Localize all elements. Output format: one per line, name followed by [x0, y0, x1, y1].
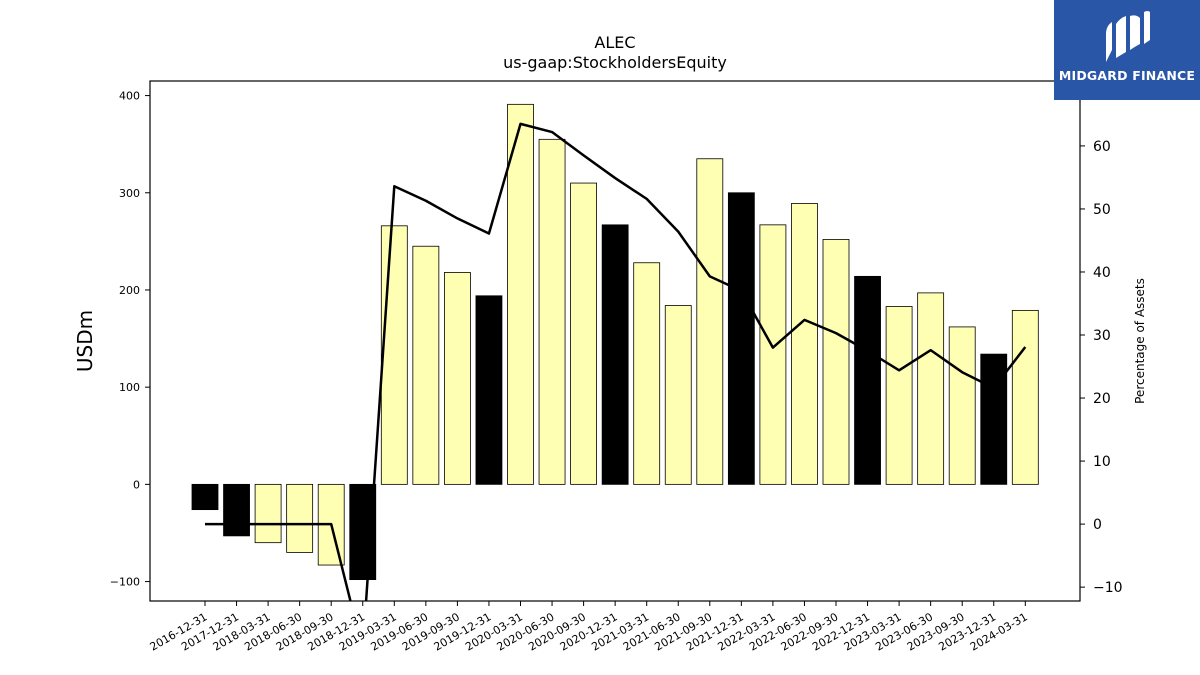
logo-text: MIDGARD FINANCE: [1058, 68, 1196, 83]
y2-tick-label: 20: [1093, 391, 1111, 407]
y2-tick-label: 40: [1093, 265, 1111, 281]
bar-2021-06-30: [664, 305, 692, 485]
bar-2023-03-31: [885, 306, 913, 485]
y-tick-label: −100: [110, 576, 140, 589]
y2-tick-label: 0: [1093, 517, 1102, 533]
bar-2022-06-30: [791, 203, 818, 485]
brand-logo: MIDGARD FINANCE: [1054, 0, 1200, 100]
bar-2023-12-31: [980, 353, 1008, 485]
y-axis-label: USDm: [73, 310, 97, 372]
y-tick-label: 100: [119, 381, 140, 394]
y2-axis-label: Percentage of Assets: [1133, 278, 1147, 404]
chart-subtitle: us-gaap:StockholdersEquity: [503, 53, 727, 72]
bar-2019-03-31: [380, 225, 408, 485]
bar-2021-03-31: [633, 262, 661, 485]
bar-2020-06-30: [538, 138, 566, 485]
bar-2024-03-31: [1011, 309, 1039, 485]
y2-tick-label: −10: [1093, 580, 1123, 596]
bar-2017-12-31: [223, 483, 250, 537]
bar-2023-06-30: [917, 292, 945, 485]
bar-2022-03-31: [759, 224, 787, 485]
pct-assets-line: [205, 122, 1027, 601]
y-tick-label: 200: [119, 284, 140, 297]
y2-tick-label: 50: [1093, 202, 1111, 218]
bar-2023-09-30: [948, 326, 976, 485]
bar-2020-09-30: [570, 182, 597, 485]
bar-2019-12-31: [475, 295, 503, 485]
line-layer: [205, 122, 1027, 601]
bar-2018-06-30: [286, 483, 314, 553]
bar-2020-12-31: [601, 224, 629, 485]
bar-2022-09-30: [822, 239, 850, 485]
bar-2016-12-31: [191, 483, 219, 511]
y2-tick-label: 10: [1093, 454, 1111, 470]
y2-tick-label: 60: [1093, 139, 1111, 155]
y-tick-label: 0: [133, 478, 140, 491]
bar-2018-03-31: [254, 483, 282, 544]
bar-2019-09-30: [443, 272, 471, 485]
midgard-logo-icon: [1106, 11, 1150, 62]
bar-2020-03-31: [507, 103, 534, 485]
bar-2022-12-31: [854, 275, 881, 485]
y-tick-label: 300: [119, 187, 140, 200]
chart-title: ALEC: [594, 33, 635, 52]
y-tick-label: 400: [119, 90, 140, 103]
y2-tick-label: 30: [1093, 328, 1111, 344]
bar-2021-09-30: [696, 158, 724, 485]
bar-2019-06-30: [412, 245, 440, 485]
bar-2021-12-31: [727, 192, 755, 485]
bars-layer: [191, 103, 1039, 581]
